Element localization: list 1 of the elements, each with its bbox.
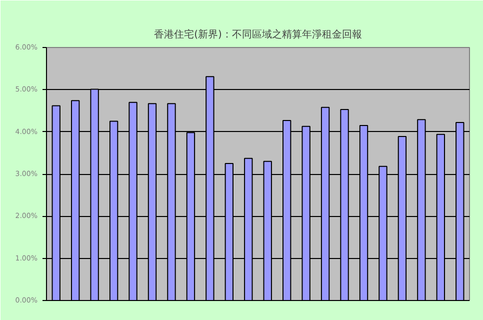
- chart-title: 香港住宅(新界)：不同區域之精算年淨租金回報: [154, 28, 362, 40]
